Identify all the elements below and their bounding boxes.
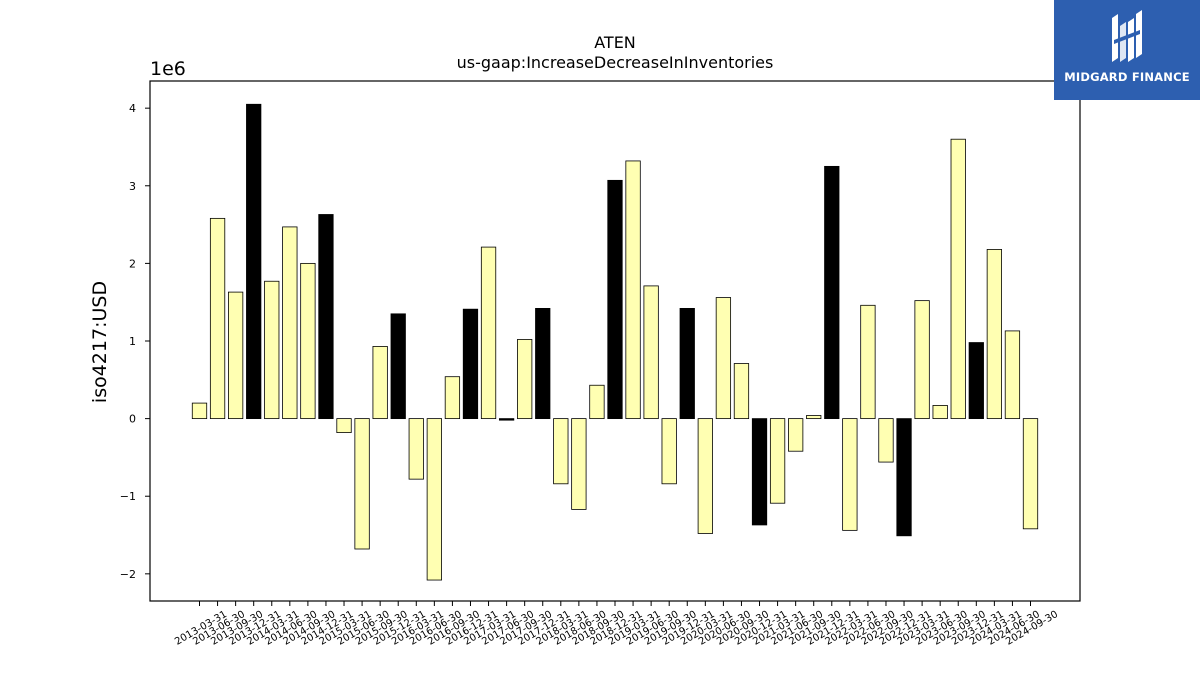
bar-2019-06-30 (643, 285, 659, 420)
bar-2017-03-31 (480, 246, 497, 420)
bar-2020-09-30 (733, 363, 750, 420)
bar-2013-09-30 (227, 291, 244, 420)
bar-2021-09-30 (806, 415, 822, 420)
bar-2015-06-30 (354, 418, 370, 550)
bar-2023-09-30 (950, 138, 966, 420)
bar-2022-09-30 (878, 418, 894, 463)
y-tick-label: −2 (120, 568, 136, 581)
bar-2013-06-30 (209, 217, 226, 420)
midgard-logo-icon (1112, 10, 1142, 62)
bar-2021-06-30 (788, 418, 804, 452)
bar-2015-03-31 (336, 418, 352, 433)
bar-2014-06-30 (282, 226, 298, 420)
midgard-finance-logo: MIDGARD FINANCE (1054, 0, 1200, 100)
y-tick-label: 1 (129, 335, 136, 348)
bar-2014-03-31 (264, 280, 280, 420)
x-axis-ticks: 2013-03-312013-06-302013-09-302013-12-31… (173, 601, 1060, 648)
bar-2021-12-31 (824, 165, 840, 420)
bar-2022-03-31 (842, 418, 858, 531)
bars-group (191, 103, 1039, 581)
logo-text: MIDGARD FINANCE (1064, 70, 1190, 84)
bar-2017-12-31 (535, 307, 551, 420)
bar-2016-12-31 (462, 308, 479, 420)
bar-2018-09-30 (589, 384, 605, 420)
bar-2020-12-31 (751, 418, 768, 526)
bar-2017-09-30 (517, 339, 533, 420)
y-axis-ticks: −2 −1 0 1 2 3 4 (120, 102, 150, 581)
bar-2014-12-31 (318, 214, 334, 420)
bar-2016-09-30 (444, 376, 461, 420)
bar-2024-09-30 (1022, 418, 1039, 530)
bar-2022-12-31 (896, 418, 912, 537)
chart-title: ATEN (594, 33, 636, 52)
bar-2013-03-31 (191, 402, 208, 420)
bar-2019-03-31 (625, 160, 641, 420)
y-tick-label: 4 (129, 102, 136, 115)
y-tick-label: −1 (120, 490, 136, 503)
y-axis-label: iso4217:USD (89, 281, 111, 403)
bar-2024-06-30 (1004, 330, 1021, 420)
y-tick-label: 0 (129, 413, 136, 426)
bar-2013-12-31 (246, 103, 262, 420)
bar-2018-12-31 (607, 179, 623, 420)
bar-2023-12-31 (968, 342, 984, 420)
bar-2015-12-31 (390, 313, 406, 420)
bar-2015-09-30 (372, 346, 388, 420)
y-tick-label: 2 (129, 257, 136, 270)
bar-2021-03-31 (769, 418, 786, 504)
bar-2022-06-30 (860, 304, 876, 420)
bar-2020-06-30 (715, 297, 732, 420)
bar-2023-03-31 (914, 300, 930, 420)
bar-2019-12-31 (679, 307, 695, 420)
chart-subtitle: us-gaap:IncreaseDecreaseInInventories (457, 53, 774, 72)
bar-2018-03-31 (553, 418, 569, 485)
bar-2016-03-31 (408, 418, 424, 480)
y-tick-label: 3 (129, 180, 136, 193)
bar-2023-06-30 (932, 405, 948, 420)
bar-2020-03-31 (697, 418, 713, 534)
plot-frame (149, 80, 1081, 602)
bar-2018-06-30 (571, 418, 587, 510)
bar-2019-09-30 (661, 418, 677, 485)
bar-2014-09-30 (300, 262, 316, 420)
bar-2017-06-30 (498, 418, 515, 421)
bar-2016-06-30 (426, 418, 442, 581)
bar-2024-03-31 (986, 249, 1002, 420)
y-offset-label: 1e6 (150, 58, 186, 80)
